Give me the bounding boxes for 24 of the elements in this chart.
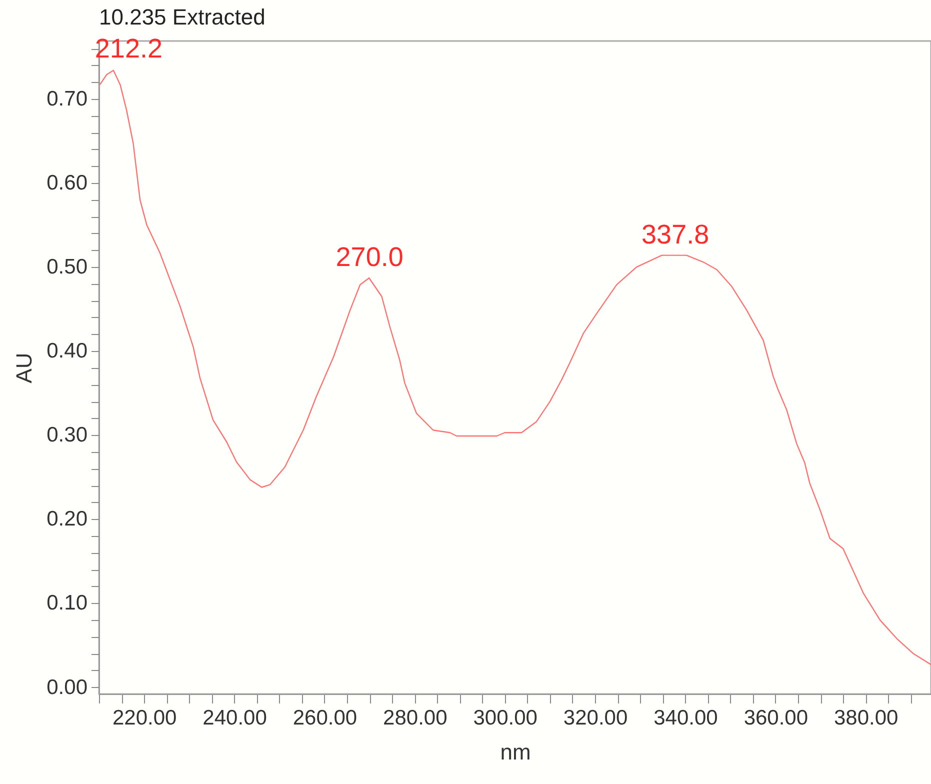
x-axis-title: nm [500,740,531,764]
x-tick-label: 380.00 [834,706,898,730]
x-tick-label: 320.00 [563,706,628,730]
y-tick-label: 0.50 [46,256,88,279]
x-tick-label: 260.00 [292,706,358,730]
y-tick-label: 0.10 [46,592,88,615]
y-axis-title: AU [12,352,37,384]
annotation: 212.2 [94,34,162,64]
y-tick-label: 0.60 [46,172,88,195]
annotation: 337.8 [642,219,710,250]
y-tick-label: 0.00 [46,676,88,699]
y-tick-label: 0.20 [46,508,88,531]
x-tick-label: 360.00 [744,706,808,730]
x-tick-label: 300.00 [473,706,538,730]
x-tick-label: 240.00 [202,706,267,730]
y-tick-label: 0.30 [46,424,88,447]
y-tick-label: 0.40 [46,340,88,363]
x-tick-label: 280.00 [383,706,448,730]
x-tick-label: 340.00 [654,706,718,730]
annotation: 270.0 [336,242,404,272]
line-series [99,70,931,666]
x-tick-label: 220.00 [112,706,177,730]
y-tick-label: 0.70 [46,87,88,110]
chart-title: 10.235 Extracted [99,4,266,30]
